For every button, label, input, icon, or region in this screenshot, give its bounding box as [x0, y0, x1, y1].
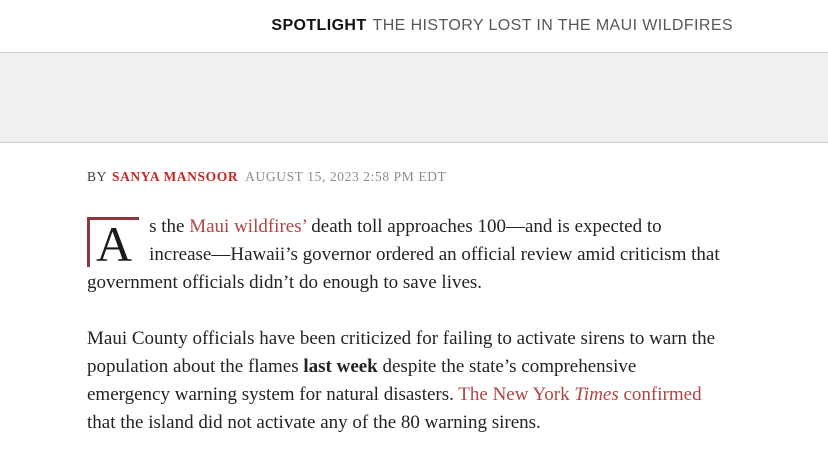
byline: BY SANYA MANSOOR AUGUST 15, 2023 2:58 PM E… — [87, 169, 721, 185]
spotlight-label: SPOTLIGHT — [271, 17, 367, 34]
dropcap: A — [87, 217, 140, 269]
byline-by-label: BY — [87, 169, 107, 184]
nyt-confirmed-link[interactable]: The New York Times confirmed — [458, 384, 701, 405]
nyt-link-text-2: confirmed — [618, 384, 702, 405]
p1-text-after: death toll approaches 100—and is expecte… — [87, 216, 720, 293]
nyt-link-text-1: The New York — [458, 384, 575, 405]
hero-band — [0, 52, 828, 143]
p2-text-2: despite the state’s comprehensive emerge… — [87, 356, 637, 405]
article-page: SPOTLIGHT THE HISTORY LOST IN THE MAUI WI… — [0, 0, 828, 437]
maui-wildfires-link[interactable]: Maui wildfires’ — [189, 216, 307, 237]
nyt-link-italic: Times — [574, 384, 619, 405]
p1-text-before: s the — [149, 216, 190, 237]
article-content: BY SANYA MANSOOR AUGUST 15, 2023 2:58 PM E… — [87, 143, 721, 437]
spotlight-title: THE HISTORY LOST IN THE MAUI WILDFIRES — [372, 17, 733, 34]
spotlight-banner[interactable]: SPOTLIGHT THE HISTORY LOST IN THE MAUI WI… — [271, 17, 733, 35]
p2-text-1: Maui County officials have been criticiz… — [87, 328, 716, 377]
p2-text-3: that the island did not activate any of … — [87, 412, 541, 433]
paragraph-2: Maui County officials have been criticiz… — [87, 325, 721, 437]
author-link[interactable]: SANYA MANSOOR — [111, 169, 239, 184]
p2-bold-last-week: last week — [303, 356, 378, 377]
publish-date: AUGUST 15, 2023 2:58 PM EDT — [245, 169, 447, 184]
top-nav: SPOTLIGHT THE HISTORY LOST IN THE MAUI WI… — [0, 0, 828, 52]
